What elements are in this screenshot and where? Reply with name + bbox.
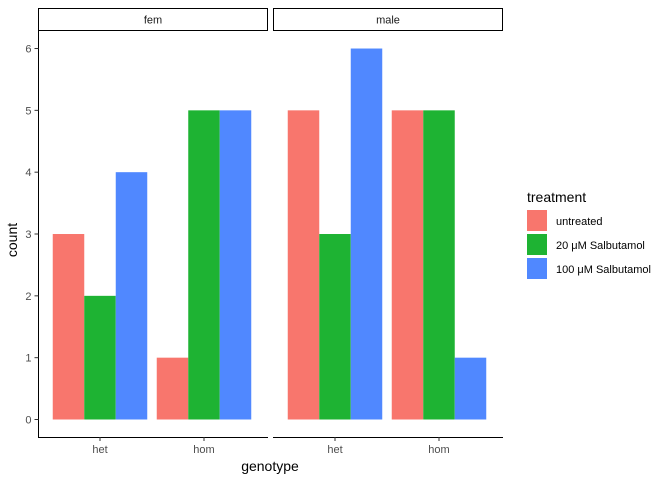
bar-fem-het-0 xyxy=(52,234,85,420)
y-tick-label-6: 6 xyxy=(25,44,31,56)
bar-fem-hom-2 xyxy=(219,110,252,420)
y-axis-title: count xyxy=(4,223,20,257)
bar-fem-hom-0 xyxy=(156,357,189,420)
y-axis: 0 1 2 3 4 5 6 xyxy=(25,30,39,438)
x-tick-label-fem-het: het xyxy=(92,444,107,456)
bar-male-het-2 xyxy=(350,48,383,420)
y-tick-label-4: 4 xyxy=(25,167,31,179)
facet-label-male: male xyxy=(376,15,400,27)
legend-title: treatment xyxy=(527,189,586,205)
bar-male-hom-0 xyxy=(391,110,424,420)
legend-label-0: untreated xyxy=(556,216,602,228)
bar-male-hom-2 xyxy=(454,357,487,420)
y-tick-label-1: 1 xyxy=(25,353,31,365)
legend-key-1 xyxy=(527,234,547,255)
x-tick-label-male-het: het xyxy=(327,444,342,456)
x-axis-title: genotype xyxy=(241,458,299,474)
x-tick-label-fem-hom: hom xyxy=(193,444,214,456)
y-tick-label-2: 2 xyxy=(25,291,31,303)
legend-key-2 xyxy=(527,258,547,279)
facet-panels: fem male xyxy=(38,8,503,420)
legend-label-1: 20 μM Salbutamol xyxy=(556,240,645,252)
facet-strip-fem xyxy=(38,8,268,31)
bar-male-het-1 xyxy=(319,234,351,420)
facet-strip-male xyxy=(273,8,503,31)
legend: treatment untreated 20 μM Salbutamol 100 μ… xyxy=(527,189,651,279)
y-tick-label-5: 5 xyxy=(25,105,31,117)
bar-male-hom-1 xyxy=(423,110,455,420)
facet-label-fem: fem xyxy=(144,15,162,27)
bar-male-het-0 xyxy=(287,110,320,420)
legend-label-2: 100 μM Salbutamol xyxy=(556,264,651,276)
bar-fem-het-1 xyxy=(84,295,116,420)
bar-fem-hom-1 xyxy=(188,110,220,420)
legend-items: untreated 20 μM Salbutamol 100 μM Salbutam… xyxy=(527,210,651,279)
x-axes: het hom het hom xyxy=(38,437,503,456)
legend-key-0 xyxy=(527,210,547,231)
y-tick-label-0: 0 xyxy=(25,415,31,427)
x-tick-label-male-hom: hom xyxy=(428,444,449,456)
bar-fem-het-2 xyxy=(115,172,148,420)
y-tick-label-3: 3 xyxy=(25,229,31,241)
